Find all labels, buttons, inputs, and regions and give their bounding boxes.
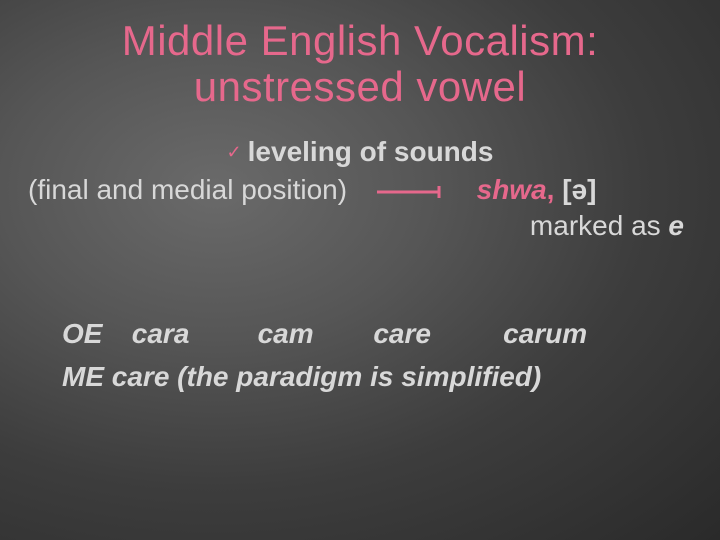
marked-as-letter: e [668, 210, 684, 241]
me-label: ME [62, 357, 104, 398]
schwa-symbol: [ǝ] [562, 174, 596, 205]
title-line-2: unstressed vowel [194, 63, 527, 110]
parenthetical-text: (final and medial position) [28, 174, 347, 205]
oe-form-3: care [373, 314, 495, 355]
slide-title: Middle English Vocalism: unstressed vowe… [0, 0, 720, 110]
oe-form-4: carum [503, 314, 587, 355]
title-line-1: Middle English Vocalism: [122, 17, 599, 64]
oe-form-1: cara [132, 314, 250, 355]
position-line: (final and medial position) shwa, [ǝ] [0, 174, 720, 208]
paradigm-block: OE cara cam care carum ME care (the para… [0, 314, 720, 397]
check-icon: ✓ [227, 142, 242, 162]
bullet-text: leveling of sounds [248, 136, 494, 167]
arrow-connector-icon [377, 176, 455, 208]
shwa-label: shwa [477, 174, 547, 205]
me-text: care (the paradigm is simplified) [112, 361, 541, 392]
oe-row: OE cara cam care carum [62, 314, 720, 355]
marked-as-line: marked as e [0, 210, 720, 242]
bullet-row: ✓ leveling of sounds [0, 136, 720, 168]
me-row: ME care (the paradigm is simplified) [62, 357, 720, 398]
oe-form-2: cam [258, 314, 366, 355]
oe-label: OE [62, 314, 124, 355]
shwa-comma: , [547, 174, 563, 205]
marked-as-prefix: marked as [530, 210, 669, 241]
